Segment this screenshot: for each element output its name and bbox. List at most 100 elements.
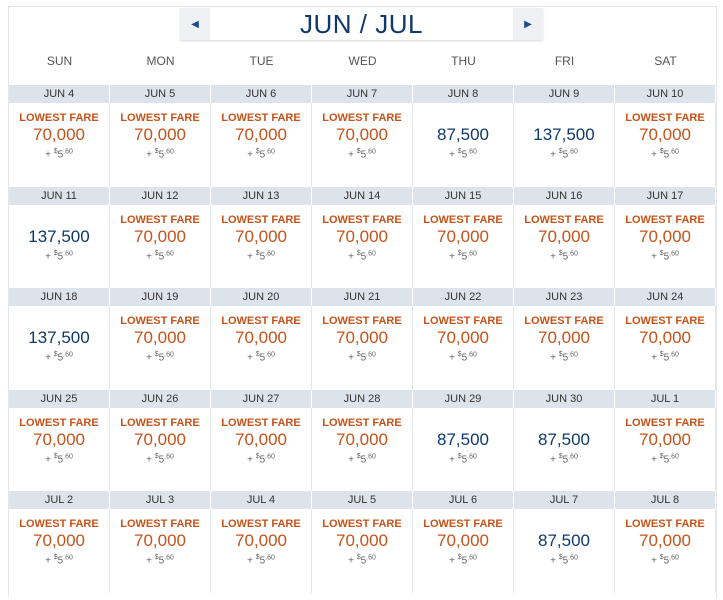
lowest-fare-label: LOWEST FARE — [221, 112, 301, 124]
tax-plus: + — [348, 250, 354, 262]
fare-cell[interactable]: LOWEST FARE 70,000 + $5.60 — [312, 103, 413, 187]
tax-plus: + — [45, 555, 51, 567]
weekday-label: WED — [348, 54, 377, 68]
lowest-fare-label: LOWEST FARE — [322, 315, 402, 328]
fare-cell[interactable]: LOWEST FARE 70,000 + $5.60 — [110, 407, 211, 492]
tax-amount: + $5.60 — [312, 348, 412, 365]
date-label: JUN 5 — [110, 85, 211, 103]
lowest-fare-label: LOWEST FARE — [120, 315, 200, 328]
fare-cell[interactable]: LOWEST FARE 70,000 + $5.60 — [211, 204, 312, 289]
fare-cell[interactable]: LOWEST FARE 70,000 + $5.60 — [615, 103, 716, 187]
tax-plus: + — [651, 250, 657, 262]
tax-dollars: 5 — [461, 250, 468, 262]
tax-currency: $ — [255, 351, 260, 359]
tax-currency: $ — [659, 554, 664, 562]
tax-amount: + $5.60 — [413, 551, 513, 568]
tax-dollars: 5 — [57, 352, 64, 364]
date-bar: JUN 18 JUN 19 JUN 20 JUN 21 JUN 22 JUN 23 JUN … — [9, 288, 716, 307]
tax-currency: $ — [659, 249, 664, 257]
date-label: JUN 24 — [615, 288, 716, 307]
lowest-fare-label: LOWEST FARE — [19, 112, 99, 124]
lowest-fare-label: LOWEST FARE — [322, 416, 402, 429]
fare-cell[interactable]: 137,500 + $5.60 — [9, 306, 110, 390]
tax-dollars: 5 — [360, 555, 367, 567]
fare-cell[interactable]: LOWEST FARE 70,000 + $5.60 — [9, 509, 110, 593]
date-bar: JUN 4 JUN 5 JUN 6 JUN 7 JUN 8 JUN 9 JUN 10 — [9, 85, 716, 103]
tax-currency: $ — [255, 452, 260, 460]
weekday-label: TUE — [249, 54, 274, 68]
fare-cell[interactable]: LOWEST FARE 70,000 + $5.60 — [110, 509, 211, 593]
tax-dollars: 5 — [663, 352, 670, 364]
fare-cell[interactable]: 87,500 + $5.60 — [413, 407, 514, 492]
tax-plus: + — [550, 352, 556, 364]
fare-cell[interactable]: LOWEST FARE 70,000 + $5.60 — [110, 103, 211, 187]
fare-cell[interactable]: LOWEST FARE 70,000 + $5.60 — [615, 509, 716, 593]
lowest-fare-label: LOWEST FARE — [19, 518, 99, 531]
tax-plus: + — [651, 149, 657, 161]
tax-currency: $ — [659, 351, 664, 359]
fare-cell[interactable]: LOWEST FARE 70,000 + $5.60 — [514, 204, 615, 289]
fare-cell[interactable]: LOWEST FARE 70,000 + $5.60 — [413, 204, 514, 289]
tax-dollars: 5 — [663, 454, 670, 466]
miles-amount: 137,500 — [28, 328, 90, 348]
tax-cents: .60 — [669, 148, 679, 156]
date-label: JUN 20 — [211, 288, 312, 307]
tax-currency: $ — [154, 351, 159, 359]
miles-amount: 70,000 — [336, 125, 388, 144]
fare-cell[interactable]: LOWEST FARE 70,000 + $5.60 — [615, 407, 716, 492]
tax-amount: + $5.60 — [312, 450, 412, 467]
fare-cell[interactable]: LOWEST FARE 70,000 + $5.60 — [312, 204, 413, 289]
tax-currency: $ — [154, 249, 159, 257]
fare-cell[interactable]: LOWEST FARE 70,000 + $5.60 — [110, 204, 211, 289]
tax-currency: $ — [558, 249, 563, 257]
fare-cell[interactable]: LOWEST FARE 70,000 + $5.60 — [312, 509, 413, 593]
fare-cell[interactable]: LOWEST FARE 70,000 + $5.60 — [413, 509, 514, 593]
tax-amount: + $5.60 — [110, 247, 210, 264]
miles-amount: 70,000 — [134, 328, 186, 348]
fare-cell[interactable]: LOWEST FARE 70,000 + $5.60 — [312, 306, 413, 390]
tax-plus: + — [651, 454, 657, 466]
fare-cell[interactable]: LOWEST FARE 70,000 + $5.60 — [615, 306, 716, 390]
tax-plus: + — [146, 250, 152, 262]
tax-currency: $ — [558, 452, 563, 460]
tax-currency: $ — [457, 351, 462, 359]
fare-cell[interactable]: LOWEST FARE 70,000 + $5.60 — [9, 103, 110, 187]
date-label: JUN 26 — [110, 389, 211, 408]
fare-cell[interactable]: LOWEST FARE 70,000 + $5.60 — [211, 103, 312, 187]
tax-cents: .60 — [467, 453, 477, 461]
miles-amount: 70,000 — [33, 531, 85, 551]
date-label: JUN 12 — [110, 186, 211, 205]
lowest-fare-label: LOWEST FARE — [625, 213, 705, 226]
fare-cell[interactable]: 87,500 + $5.60 — [514, 509, 615, 593]
fare-cell[interactable]: LOWEST FARE 70,000 + $5.60 — [9, 407, 110, 492]
prev-month-button[interactable]: ◀ — [180, 8, 210, 40]
fare-row: 137,500 + $5.60 LOWEST FARE 70,000 + $5.6… — [9, 306, 716, 390]
date-label: JUL 8 — [615, 491, 716, 510]
tax-cents: .60 — [669, 249, 679, 257]
tax-currency: $ — [53, 351, 58, 359]
fare-cell[interactable]: LOWEST FARE 70,000 + $5.60 — [514, 306, 615, 390]
tax-currency: $ — [457, 148, 462, 155]
fare-cell[interactable]: LOWEST FARE 70,000 + $5.60 — [211, 407, 312, 492]
fare-row: LOWEST FARE 70,000 + $5.60 LOWEST FARE 70… — [9, 103, 716, 187]
tax-currency: $ — [53, 249, 58, 257]
fare-cell[interactable]: LOWEST FARE 70,000 + $5.60 — [110, 306, 211, 390]
date-label: JUN 15 — [413, 186, 514, 205]
lowest-fare-label: LOWEST FARE — [221, 518, 301, 531]
tax-currency: $ — [457, 249, 462, 257]
fare-cell[interactable]: LOWEST FARE 70,000 + $5.60 — [312, 407, 413, 492]
lowest-fare-label — [514, 112, 614, 125]
fare-cell[interactable]: LOWEST FARE 70,000 + $5.60 — [413, 306, 514, 390]
lowest-fare-label: LOWEST FARE — [120, 213, 200, 226]
fare-cell[interactable]: LOWEST FARE 70,000 + $5.60 — [615, 204, 716, 289]
fare-cell[interactable]: 137,500 + $5.60 — [9, 204, 110, 289]
fare-cell[interactable]: 87,500 + $5.60 — [514, 407, 615, 492]
fare-cell[interactable]: 137,500 + $5.60 — [514, 103, 615, 187]
fare-cell[interactable]: LOWEST FARE 70,000 + $5.60 — [211, 509, 312, 593]
lowest-fare-label: LOWEST FARE — [625, 416, 705, 429]
fare-cell[interactable]: 87,500 + $5.60 — [413, 103, 514, 187]
calendar-week: JUL 2 JUL 3 JUL 4 JUL 5 JUL 6 JUL 7 JUL 8 LOWES… — [9, 491, 716, 593]
fare-cell[interactable]: LOWEST FARE 70,000 + $5.60 — [211, 306, 312, 390]
next-month-button[interactable]: ▶ — [513, 8, 543, 40]
tax-cents: .60 — [669, 453, 679, 461]
